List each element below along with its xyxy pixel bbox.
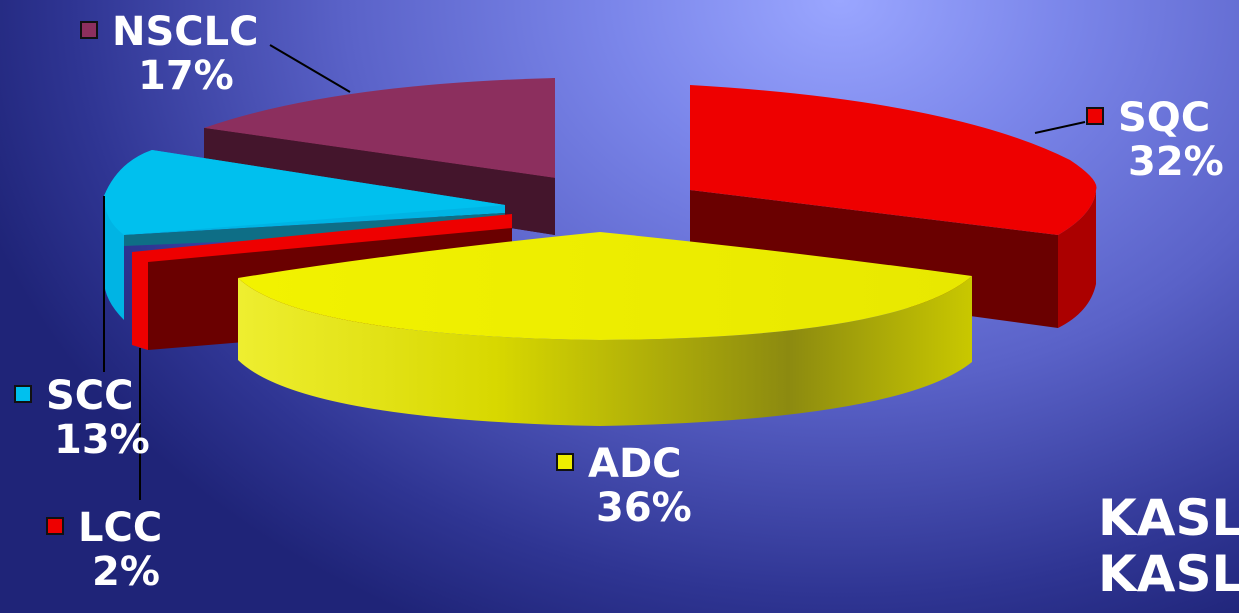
label-adc-percent: 36% — [596, 485, 692, 531]
corner-text-line-1: KASLC — [1098, 489, 1239, 547]
label-sqc-percent: 32% — [1128, 139, 1224, 185]
label-lcc-name: LCC — [78, 505, 163, 551]
label-sqc-name: SQC — [1118, 95, 1211, 141]
label-nsclc-percent: 17% — [138, 53, 234, 99]
legend-swatch-adc — [556, 453, 574, 471]
label-scc: SCC 13% — [14, 374, 150, 462]
label-scc-percent: 13% — [54, 417, 150, 463]
leader-lines — [103, 44, 1086, 500]
label-scc-name: SCC — [46, 373, 134, 419]
leader-line-nsclc — [269, 44, 351, 93]
label-lcc: LCC 2% — [46, 506, 162, 594]
label-adc-name: ADC — [588, 441, 682, 487]
corner-text-line-2: KASLC — [1098, 545, 1239, 603]
corner-text: KASLC KASLC — [1098, 490, 1239, 602]
legend-swatch-sqc — [1086, 107, 1104, 125]
slice-adc — [238, 232, 972, 426]
legend-swatch-lcc — [46, 517, 64, 535]
label-lcc-percent: 2% — [92, 549, 160, 595]
label-nsclc-name: NSCLC — [112, 9, 259, 55]
label-sqc: SQC 32% — [1086, 96, 1224, 184]
legend-swatch-nsclc — [80, 21, 98, 39]
slice-scc — [104, 150, 505, 320]
label-nsclc: NSCLC 17% — [80, 10, 258, 98]
label-adc: ADC 36% — [556, 442, 692, 530]
legend-swatch-scc — [14, 385, 32, 403]
leader-line-sqc — [1034, 121, 1086, 134]
